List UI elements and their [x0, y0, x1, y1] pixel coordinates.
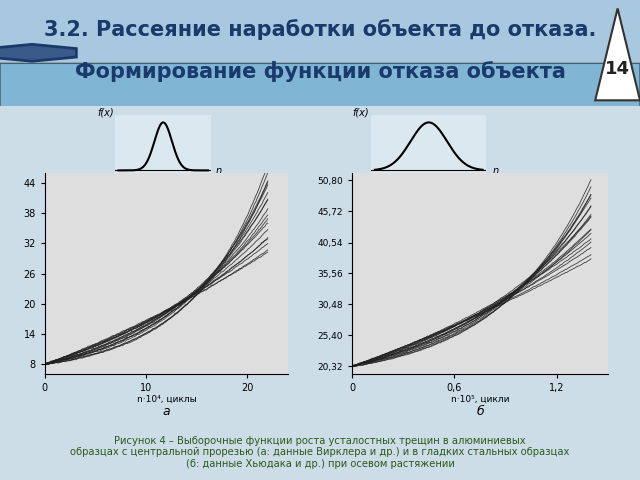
Text: f(x): f(x) — [97, 107, 114, 117]
X-axis label: n·10⁴, циклы: n·10⁴, циклы — [136, 395, 196, 404]
Text: n: n — [492, 166, 499, 176]
Text: 3.2. Рассеяние наработки объекта до отказа.: 3.2. Рассеяние наработки объекта до отка… — [44, 19, 596, 40]
Text: n: n — [216, 166, 222, 176]
Text: б: б — [476, 405, 484, 418]
Polygon shape — [595, 9, 640, 100]
FancyBboxPatch shape — [0, 63, 640, 116]
X-axis label: n·10⁵, цикли: n·10⁵, цикли — [451, 395, 509, 404]
Text: а: а — [163, 405, 170, 418]
Text: 14: 14 — [605, 60, 630, 78]
Text: Формирование функции отказа объекта: Формирование функции отказа объекта — [75, 61, 565, 82]
Text: f(x): f(x) — [353, 107, 369, 117]
Text: Рисунок 4 – Выборочные функции роста усталостных трещин в алюминиевых
образцах с: Рисунок 4 – Выборочные функции роста уст… — [70, 435, 570, 469]
